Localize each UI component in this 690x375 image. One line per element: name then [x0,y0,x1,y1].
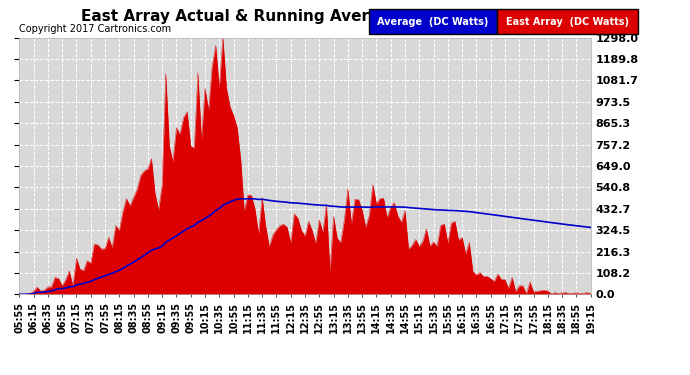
Text: Copyright 2017 Cartronics.com: Copyright 2017 Cartronics.com [19,24,171,34]
Text: East Array  (DC Watts): East Array (DC Watts) [506,16,629,27]
Text: East Array Actual & Running Average Power Sat Apr 29 19:26: East Array Actual & Running Average Powe… [81,9,609,24]
Text: Average  (DC Watts): Average (DC Watts) [377,16,489,27]
